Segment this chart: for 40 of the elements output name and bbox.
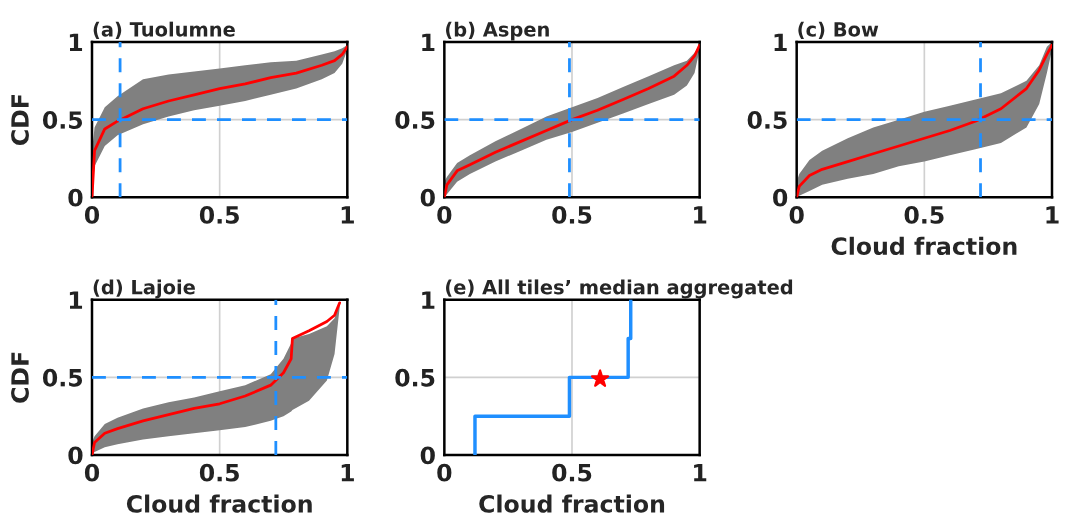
x-tick-label: 1	[341, 206, 354, 224]
x-tick-label: 1	[1046, 206, 1059, 224]
y-tick-label: 0	[420, 188, 435, 207]
x-tick-label: 0.5	[552, 206, 592, 224]
x-tick-label: 0	[437, 463, 452, 482]
chart-title: (b) Aspen	[446, 21, 549, 41]
y-axis-title: CDF	[11, 95, 29, 145]
x-tick-label: 0.5	[552, 463, 592, 482]
x-tick-label: 0	[84, 206, 100, 224]
chart-title: (a) Tuolumne	[93, 21, 235, 40]
x-tick-label: 0.5	[199, 463, 239, 482]
chart-title: (c) Bow	[798, 21, 879, 40]
x-tick-label: 1	[694, 206, 707, 224]
x-tick-label: 0	[789, 206, 804, 224]
y-tick-label: 1	[422, 291, 435, 309]
x-axis-title: Cloud fraction	[126, 494, 312, 513]
y-tick-label: 0.5	[395, 111, 435, 129]
y-tick-label: 0	[68, 446, 83, 465]
y-tick-label: 0.5	[395, 368, 435, 387]
chart-title: (e) All tiles’ median aggregated	[446, 279, 793, 299]
chart-title: (d) Lajoie	[93, 279, 195, 299]
x-tick-label: 0.5	[199, 206, 239, 224]
y-tick-label: 0.5	[42, 368, 83, 387]
y-tick-label: 0	[420, 446, 435, 465]
y-tick-label: 0.5	[42, 111, 83, 129]
y-tick-label: 1	[69, 33, 83, 51]
y-tick-label: 0.5	[747, 111, 787, 129]
x-tick-label: 0.5	[904, 206, 944, 224]
x-tick-label: 1	[341, 464, 354, 482]
y-tick-label: 1	[774, 33, 787, 51]
y-tick-label: 0	[68, 188, 83, 207]
x-axis-title: Cloud fraction	[831, 236, 1017, 256]
x-tick-label: 1	[694, 464, 707, 482]
x-axis-title: Cloud fraction	[479, 494, 665, 513]
x-tick-label: 0	[437, 206, 452, 224]
x-tick-label: 0	[84, 463, 100, 482]
y-axis-title: CDF	[11, 352, 29, 403]
y-tick-label: 1	[422, 33, 435, 51]
y-tick-label: 0	[773, 188, 788, 207]
y-tick-label: 1	[69, 291, 83, 309]
